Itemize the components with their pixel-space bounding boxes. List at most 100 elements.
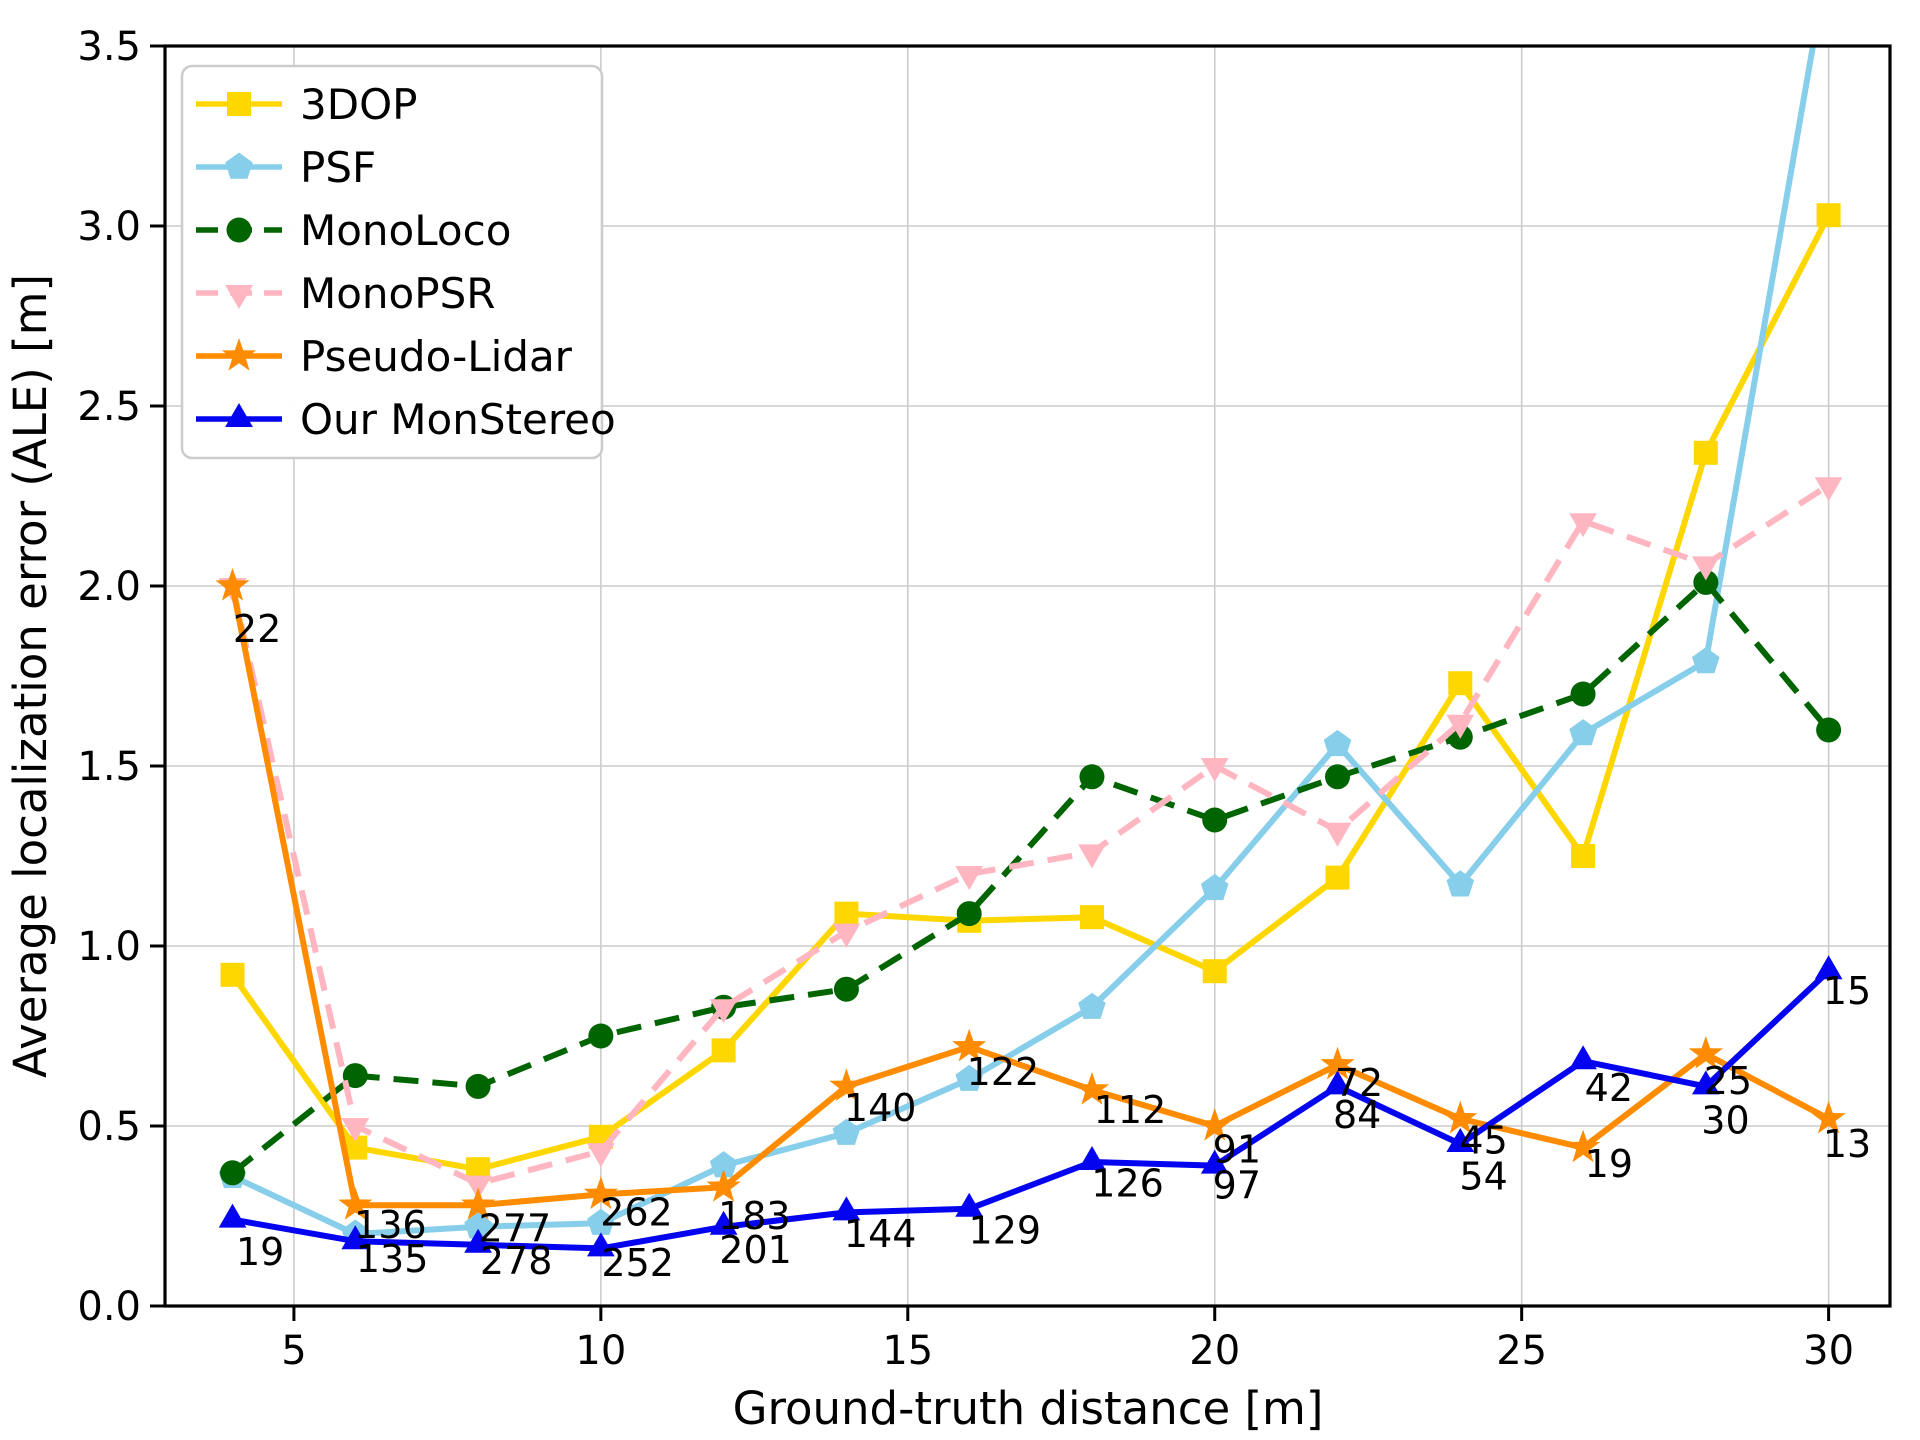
annotation-129-13: 129 [969,1208,1042,1252]
marker-monopsr-16 [955,866,983,890]
marker-our-monstereo-16 [955,1192,983,1217]
marker-our-monstereo-14 [832,1196,861,1221]
y-tick-label-0: 0.0 [77,1284,141,1330]
series-monopsr [218,477,1843,1200]
marker-pseudo-lidar-20 [1197,1108,1232,1141]
marker-3dop-26 [1571,844,1596,868]
marker-monoloco-30 [1816,717,1842,743]
annotation-97-17: 97 [1213,1163,1261,1207]
marker-pseudo-lidar-22 [1320,1046,1355,1080]
legend-row-3dop: 3DOP [196,80,417,129]
legend-marker-pseudo-lidar [221,338,257,371]
y-axis-label: Average localization error (ALE) [m] [4,274,57,1078]
legend-label-monopsr: MonoPSR [300,269,495,318]
annotation-45-20: 45 [1459,1118,1507,1162]
marker-pseudo-lidar-30 [1811,1100,1846,1134]
marker-psf-14 [832,1118,861,1145]
marker-3dop-20 [1202,959,1227,984]
legend-row-monoloco: MonoLoco [196,206,511,255]
marker-monoloco-16 [956,901,982,927]
legend-label-psf: PSF [300,143,376,192]
marker-pseudo-lidar-12 [706,1169,741,1202]
legend-marker-our-monstereo [225,403,253,427]
y-tick-label-1.5: 1.5 [77,744,141,790]
marker-monopsr-20 [1200,758,1229,782]
annotation-136-2: 136 [354,1203,427,1247]
annotation-201-9: 201 [719,1228,792,1272]
marker-our-monstereo-6 [341,1225,370,1250]
marker-our-monstereo-18 [1078,1146,1106,1170]
series-our-monstereo [218,955,1843,1257]
annotation-135-3: 135 [356,1237,429,1281]
annotation-122-12: 122 [967,1050,1040,1094]
series-line-monopsr [229,482,1831,1187]
series-line-our-monstereo [231,969,1831,1252]
marker-3dop-22 [1325,865,1350,890]
marker-monoloco-4 [220,1160,246,1186]
series-line-monoloco [230,579,1831,1176]
marker-3dop-30 [1816,203,1841,228]
marker-psf-16 [955,1064,983,1091]
plot-frame [163,44,1892,1308]
annotation-30-25: 30 [1701,1099,1749,1143]
marker-psf-12 [709,1151,738,1178]
marker-psf-20 [1200,873,1229,901]
marker-monoloco-28 [1693,569,1719,595]
y-tick-label-1: 1.0 [77,924,141,970]
marker-3dop-28 [1693,440,1718,465]
legend-label-our-monstereo: Our MonStereo [300,395,616,444]
marker-our-monstereo-8 [464,1228,492,1253]
legend-row-our-monstereo: Our MonStereo [196,395,616,444]
marker-3dop-24 [1448,671,1473,696]
marker-our-monstereo-24 [1446,1128,1475,1152]
marker-our-monstereo-12 [709,1210,738,1235]
marker-3dop-14 [834,901,859,926]
marker-our-monstereo-26 [1569,1045,1597,1070]
marker-monopsr-14 [832,923,861,948]
legend-row-monopsr: MonoPSR [196,269,495,318]
marker-pseudo-lidar-8 [461,1187,496,1220]
marker-monoloco-18 [1079,764,1105,790]
annotation-13-27: 13 [1823,1122,1871,1166]
legend-label-pseudo-lidar: Pseudo-Lidar [300,332,573,381]
marker-our-monstereo-30 [1814,955,1843,980]
legend-marker-monoloco [226,217,252,243]
marker-monopsr-10 [587,1143,615,1168]
annotation-84-19: 84 [1333,1093,1381,1137]
annotation-25-24: 25 [1704,1059,1752,1103]
annotation-112-14: 112 [1094,1088,1167,1132]
x-tick-label-30: 30 [1803,1328,1854,1374]
marker-pseudo-lidar-6 [338,1187,373,1220]
marker-our-monstereo-20 [1200,1149,1229,1174]
marker-psf-18 [1078,992,1106,1019]
annotation-22-0: 22 [233,607,281,651]
annotation-144-11: 144 [844,1212,917,1256]
marker-3dop-12 [711,1038,736,1063]
y-tick-label-3.5: 3.5 [77,24,141,70]
marker-psf-22 [1323,729,1352,757]
annotation-140-10: 140 [844,1086,917,1130]
x-axis-label: Ground-truth distance [m] [733,1382,1324,1435]
y-tick-label-2.5: 2.5 [77,384,141,430]
annotation-252-7: 252 [601,1241,674,1285]
series-monoloco [220,569,1842,1186]
marker-monoloco-26 [1570,681,1596,707]
legend-label-3dop: 3DOP [300,80,417,129]
marker-psf-10 [587,1208,615,1235]
axis-ticks: 5 10 15 20 25 300.00.51.01.52.02.53.03.5 [77,24,1854,1374]
annotation-91-16: 91 [1213,1127,1261,1171]
marker-monoloco-20 [1202,807,1228,833]
marker-pseudo-lidar-26 [1565,1129,1601,1163]
marker-monopsr-24 [1446,714,1475,739]
annotation-42-22: 42 [1585,1066,1633,1110]
y-tick-label-3: 3.0 [77,204,141,250]
legend: 3DOP PSF MonoLoco MonoPSR Pseudo-Lidar Our Mo… [180,64,616,460]
legend-marker-monopsr [225,285,253,309]
series-line-pseudo-lidar [229,585,1831,1209]
annotation-126-15: 126 [1091,1162,1164,1206]
series-line-psf [231,46,1816,1237]
marker-monoloco-10 [588,1023,614,1049]
series-pseudo-lidar [215,568,1846,1220]
